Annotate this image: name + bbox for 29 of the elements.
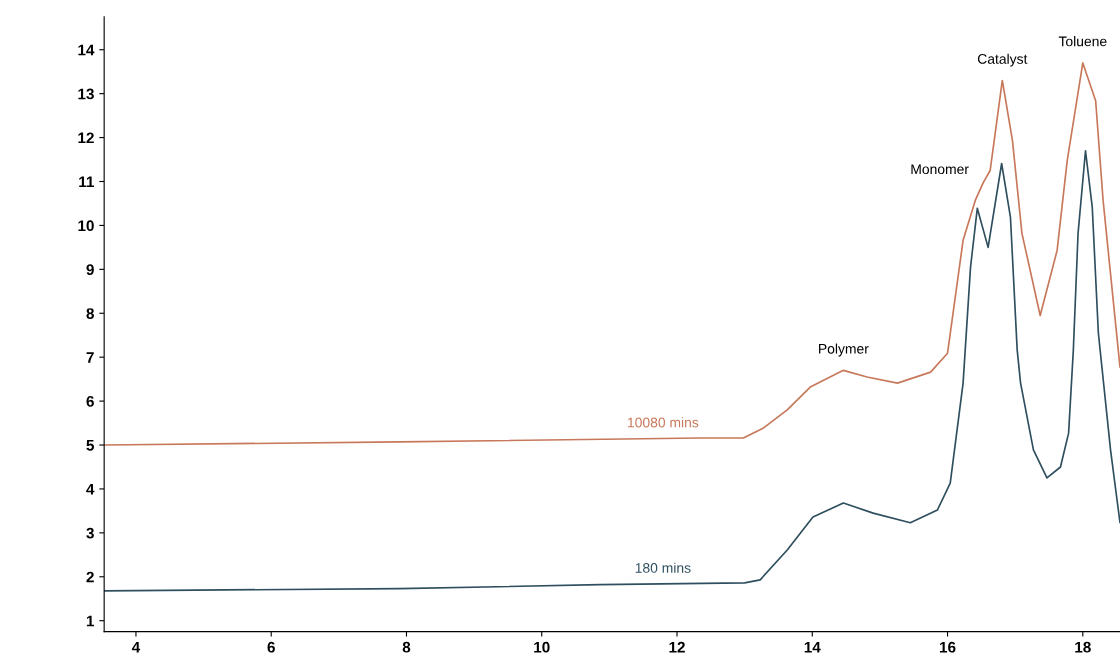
y-tick-label: 5 <box>86 440 95 451</box>
annotation: Polymer <box>819 343 869 357</box>
annotation: Catalyst <box>977 53 1028 67</box>
y-tick-label: 1 <box>86 615 95 627</box>
x-tick-label: 4 <box>131 641 141 653</box>
y-tick-label: 6 <box>86 395 94 407</box>
y-tick-label: 4 <box>86 483 95 495</box>
y-tick-label: 9 <box>86 264 94 276</box>
y-tick-label: 12 <box>78 132 94 144</box>
y-tick-label: 11 <box>79 176 95 188</box>
series-label: 10080 mins <box>628 417 699 428</box>
x-tick-label: 14 <box>804 641 821 653</box>
series-label: 180 mins <box>635 562 691 573</box>
x-tick-label: 6 <box>267 641 275 653</box>
y-tick-label: 2 <box>86 571 94 583</box>
y-tick-label: 3 <box>86 527 94 539</box>
y-tick-label: 7 <box>86 352 94 363</box>
x-tick-label: 12 <box>669 641 685 653</box>
x-tick-label: 18 <box>1075 641 1091 653</box>
y-tick-label: 8 <box>86 308 94 319</box>
line-series <box>104 149 1120 592</box>
x-tick-label: 10 <box>534 641 550 653</box>
y-tick-label: 13 <box>78 88 94 100</box>
x-tick-label: 8 <box>402 641 411 653</box>
y-tick-label: 10 <box>78 220 94 232</box>
annotation: Toluene <box>1058 36 1107 47</box>
x-tick-label: 16 <box>940 641 956 653</box>
annotation: Monomer <box>911 164 969 175</box>
y-tick-label: 14 <box>78 44 95 56</box>
